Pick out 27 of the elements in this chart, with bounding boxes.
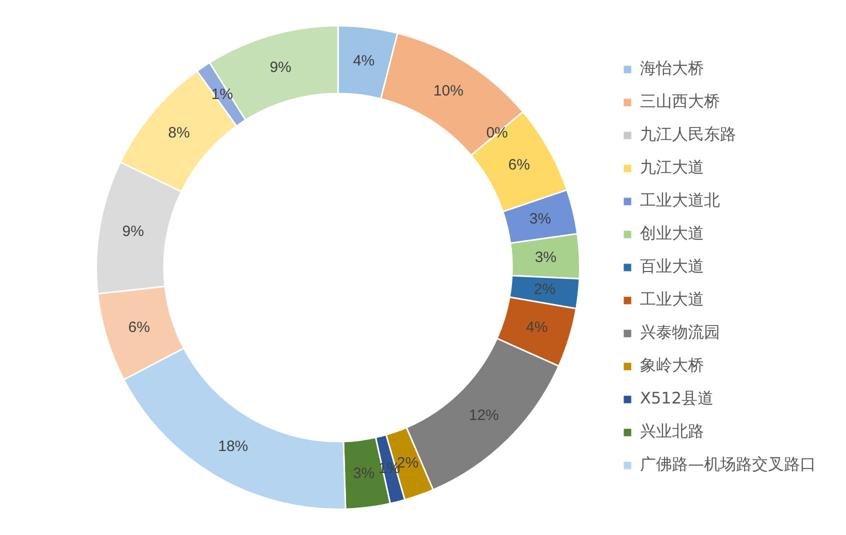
legend-label: 三山西大桥 xyxy=(640,92,720,111)
data-label: 3% xyxy=(529,210,552,228)
legend-label: 兴泰物流园 xyxy=(640,322,720,342)
data-label: 12% xyxy=(468,406,499,424)
data-label: 4% xyxy=(352,52,375,70)
data-label: 8% xyxy=(168,124,190,142)
legend-label: 象岭大桥 xyxy=(640,356,704,375)
data-label: 10% xyxy=(433,82,464,100)
legend-label: 百业大道 xyxy=(640,256,704,276)
data-label: 6% xyxy=(508,156,530,174)
legend-label: 海怡大桥 xyxy=(640,58,704,78)
legend-label: 广佛路—机场路交叉路口 xyxy=(640,454,816,474)
legend-label: 九江人民东路 xyxy=(640,124,736,144)
legend-label: 九江大道 xyxy=(640,158,704,177)
data-label: 9% xyxy=(270,58,292,76)
data-label: 3% xyxy=(352,464,375,482)
data-label: 2% xyxy=(534,281,556,298)
data-label: 3% xyxy=(534,248,557,266)
legend-label: 工业大道 xyxy=(640,290,704,309)
data-label: 9% xyxy=(122,223,144,240)
legend-label: 工业大道北 xyxy=(640,190,720,210)
data-label: 6% xyxy=(128,319,150,336)
data-label: 18% xyxy=(218,438,248,456)
legend-label: X512县道 xyxy=(640,388,714,408)
legend-label: 兴业北路 xyxy=(640,422,704,441)
legend-label: 创业大道 xyxy=(640,224,704,243)
data-label: 4% xyxy=(526,319,548,336)
